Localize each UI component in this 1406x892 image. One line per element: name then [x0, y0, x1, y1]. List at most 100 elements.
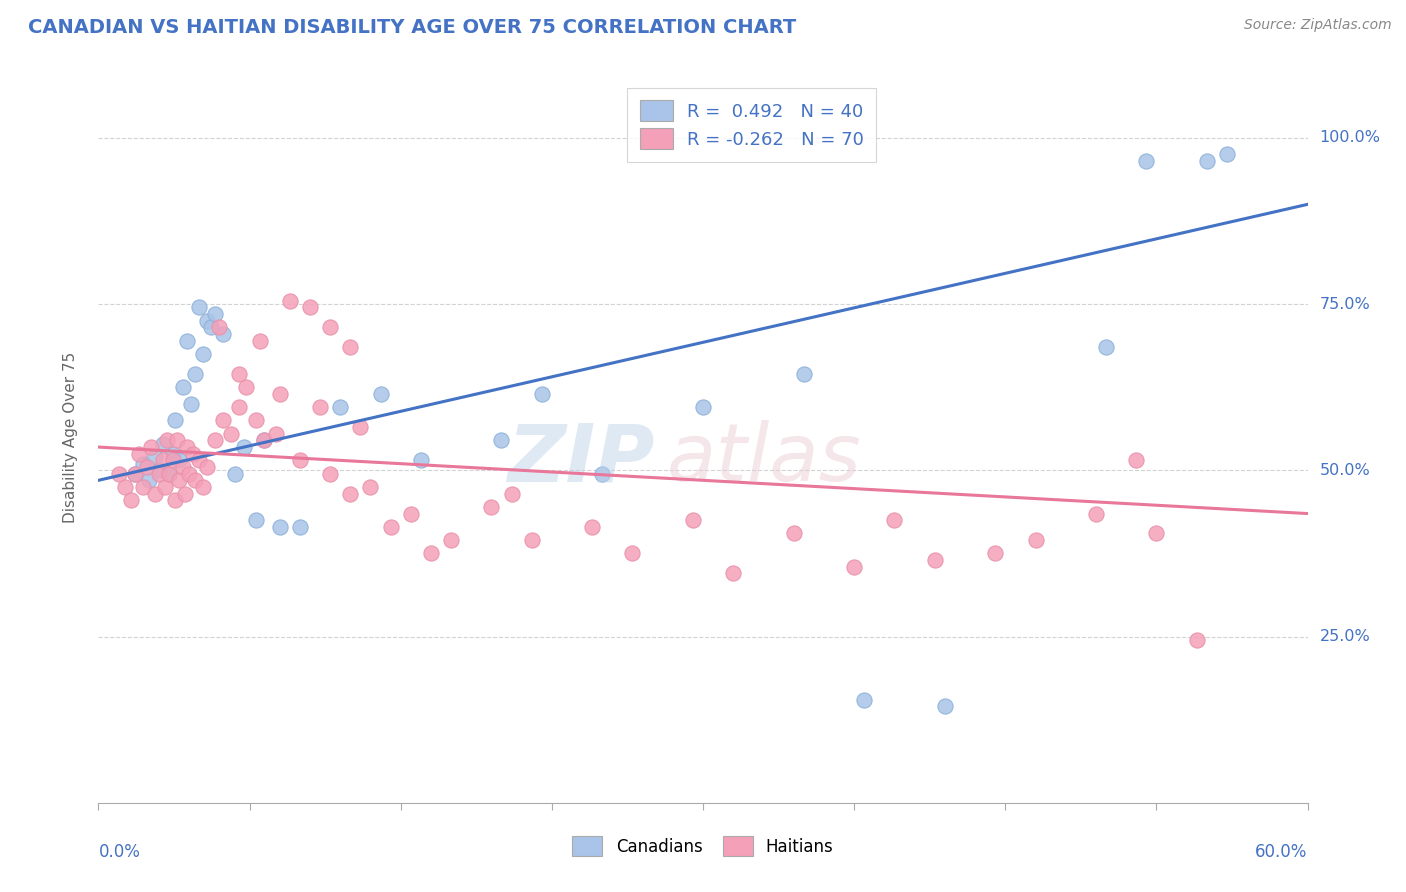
Point: [148, 463, 170, 477]
Point: [181, 447, 204, 461]
Y-axis label: Disability Age Over 75: Disability Age Over 75: [63, 351, 77, 523]
Point: [228, 400, 250, 414]
Point: [143, 450, 166, 464]
Point: [188, 453, 211, 467]
Point: [934, 699, 956, 714]
Point: [253, 434, 276, 448]
Point: [176, 440, 198, 454]
Point: [440, 533, 463, 548]
Point: [1135, 154, 1157, 169]
Point: [195, 460, 218, 475]
Point: [360, 480, 382, 494]
Point: [188, 301, 211, 315]
Point: [163, 413, 186, 427]
Point: [195, 314, 218, 328]
Point: [163, 493, 186, 508]
Point: [162, 447, 184, 461]
Point: [1085, 507, 1108, 521]
Point: [682, 513, 704, 527]
Point: [288, 520, 311, 534]
Point: [288, 453, 311, 467]
Point: [200, 320, 222, 334]
Text: 0.0%: 0.0%: [98, 843, 141, 861]
Text: atlas: atlas: [666, 420, 862, 498]
Point: [228, 367, 250, 381]
Point: [167, 473, 190, 487]
Point: [1144, 526, 1167, 541]
Point: [1095, 340, 1118, 354]
Text: 75.0%: 75.0%: [1320, 297, 1371, 311]
Point: [853, 692, 876, 706]
Point: [319, 320, 342, 334]
Point: [166, 434, 188, 448]
Point: [114, 480, 136, 494]
Point: [193, 480, 215, 494]
Point: [370, 387, 392, 401]
Point: [157, 467, 180, 481]
Point: [184, 367, 207, 381]
Point: [380, 520, 402, 534]
Point: [204, 434, 226, 448]
Text: ZIP: ZIP: [508, 420, 655, 498]
Point: [481, 500, 503, 514]
Point: [530, 387, 553, 401]
Point: [152, 436, 174, 450]
Point: [249, 334, 271, 348]
Point: [235, 380, 257, 394]
Point: [212, 413, 235, 427]
Point: [124, 467, 146, 481]
Point: [269, 387, 291, 401]
Point: [520, 533, 543, 548]
Text: 60.0%: 60.0%: [1256, 843, 1308, 861]
Point: [148, 467, 170, 481]
Point: [152, 453, 174, 467]
Point: [245, 413, 267, 427]
Point: [329, 400, 352, 414]
Point: [177, 467, 201, 481]
Point: [264, 426, 287, 441]
Point: [419, 546, 441, 560]
Point: [491, 434, 513, 448]
Point: [224, 467, 246, 481]
Text: 25.0%: 25.0%: [1320, 629, 1371, 644]
Point: [1216, 147, 1239, 161]
Point: [278, 293, 301, 308]
Point: [339, 486, 361, 500]
Point: [221, 426, 243, 441]
Point: [135, 460, 157, 475]
Point: [167, 453, 190, 467]
Point: [1185, 632, 1208, 647]
Point: [309, 400, 332, 414]
Point: [501, 486, 523, 500]
Point: [162, 453, 184, 467]
Point: [692, 400, 714, 414]
Point: [269, 520, 291, 534]
Point: [143, 486, 166, 500]
Point: [1024, 533, 1046, 548]
Point: [621, 546, 644, 560]
Point: [132, 457, 155, 471]
Point: [1195, 154, 1218, 169]
Legend: Canadians, Haitians: Canadians, Haitians: [564, 828, 842, 864]
Point: [924, 553, 946, 567]
Point: [174, 486, 197, 500]
Point: [984, 546, 1007, 560]
Point: [180, 397, 202, 411]
Point: [132, 480, 155, 494]
Point: [138, 473, 160, 487]
Point: [883, 513, 905, 527]
Point: [409, 453, 432, 467]
Point: [128, 447, 150, 461]
Point: [193, 347, 215, 361]
Point: [232, 440, 254, 454]
Point: [212, 326, 235, 341]
Point: [156, 434, 179, 448]
Point: [339, 340, 361, 354]
Point: [245, 513, 267, 527]
Point: [139, 440, 162, 454]
Point: [107, 467, 129, 481]
Point: [208, 320, 231, 334]
Point: [399, 507, 422, 521]
Point: [1125, 453, 1147, 467]
Point: [253, 434, 276, 448]
